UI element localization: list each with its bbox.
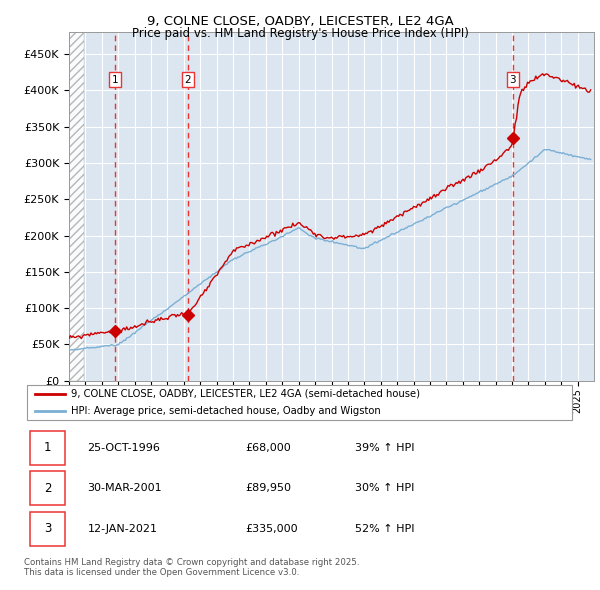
Text: 39% ↑ HPI: 39% ↑ HPI [355,442,415,453]
Text: £68,000: £68,000 [245,442,290,453]
Text: 25-OCT-1996: 25-OCT-1996 [88,442,160,453]
FancyBboxPatch shape [27,385,572,420]
Text: HPI: Average price, semi-detached house, Oadby and Wigston: HPI: Average price, semi-detached house,… [71,407,380,417]
Text: 2: 2 [44,481,52,495]
Text: 9, COLNE CLOSE, OADBY, LEICESTER, LE2 4GA: 9, COLNE CLOSE, OADBY, LEICESTER, LE2 4G… [146,15,454,28]
Text: 1: 1 [112,74,119,84]
Text: 3: 3 [44,522,52,535]
Text: 52% ↑ HPI: 52% ↑ HPI [355,524,415,534]
Text: Contains HM Land Registry data © Crown copyright and database right 2025.
This d: Contains HM Land Registry data © Crown c… [24,558,359,577]
Text: £89,950: £89,950 [245,483,291,493]
Text: 30% ↑ HPI: 30% ↑ HPI [355,483,415,493]
Text: Price paid vs. HM Land Registry's House Price Index (HPI): Price paid vs. HM Land Registry's House … [131,27,469,40]
Text: 1: 1 [44,441,52,454]
Text: 9, COLNE CLOSE, OADBY, LEICESTER, LE2 4GA (semi-detached house): 9, COLNE CLOSE, OADBY, LEICESTER, LE2 4G… [71,389,420,399]
Text: 3: 3 [509,74,516,84]
Text: £335,000: £335,000 [245,524,298,534]
Text: 30-MAR-2001: 30-MAR-2001 [88,483,162,493]
FancyBboxPatch shape [29,471,65,506]
FancyBboxPatch shape [29,431,65,465]
Text: 2: 2 [185,74,191,84]
FancyBboxPatch shape [29,512,65,546]
Text: 12-JAN-2021: 12-JAN-2021 [88,524,157,534]
